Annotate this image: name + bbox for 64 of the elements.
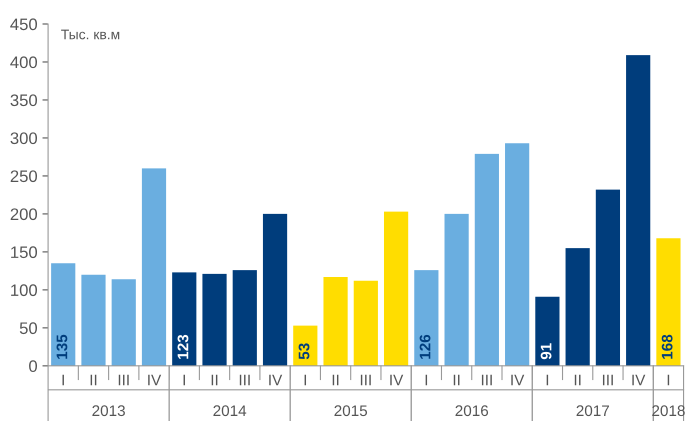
x-tick-label: II <box>454 374 460 386</box>
y-tick-label: 0 <box>29 360 38 372</box>
bar <box>323 276 348 366</box>
bar <box>414 270 438 366</box>
x-tick-label: I <box>62 374 64 386</box>
y-tick-label: 450 <box>10 18 38 30</box>
y-tick-label: 50 <box>20 322 38 334</box>
bar <box>81 274 106 366</box>
x-tick-label: III <box>602 374 613 386</box>
x-tick-label: III <box>360 374 371 386</box>
y-tick-label: 350 <box>10 94 38 106</box>
x-tick-label: IV <box>148 374 162 386</box>
x-tick-label: IV <box>632 374 646 386</box>
y-tick-label: 250 <box>10 170 38 182</box>
x-tick-label: I <box>426 374 428 386</box>
bar <box>444 214 469 366</box>
text: 2017 <box>576 405 610 416</box>
y-tick-label: 400 <box>10 56 38 68</box>
bar <box>172 272 196 366</box>
bar <box>474 154 499 366</box>
bar <box>626 55 650 366</box>
text: 2014 <box>213 405 246 416</box>
bar <box>354 280 378 366</box>
text: 2013 <box>92 405 125 416</box>
y-tick-label: 200 <box>10 208 38 220</box>
data-label: 168 <box>662 334 673 359</box>
x-tick-label: II <box>332 374 338 386</box>
x-tick-label: I <box>668 374 670 386</box>
text: 2015 <box>334 405 368 416</box>
x-tick-label: III <box>118 374 129 386</box>
bar <box>202 274 227 366</box>
text: 2016 <box>456 405 488 416</box>
x-tick-label: II <box>212 374 218 386</box>
y-tick-label: 100 <box>11 284 38 296</box>
bar <box>232 270 257 366</box>
bar <box>51 263 76 366</box>
bar <box>656 238 681 366</box>
data-label: 135 <box>56 334 68 359</box>
data-label: 123 <box>178 334 188 359</box>
data-label: 91 <box>540 343 552 360</box>
bar <box>384 212 408 366</box>
bar <box>505 143 530 366</box>
x-tick-label: I <box>184 374 185 386</box>
x-tick-label: IV <box>511 374 524 386</box>
x-tick-label: IV <box>390 374 404 386</box>
x-tick-label: II <box>90 374 96 386</box>
data-label: 53 <box>298 343 310 360</box>
bar <box>262 214 288 366</box>
bar <box>535 296 560 366</box>
x-tick-label: III <box>482 374 492 386</box>
x-tick-label: I <box>546 374 548 386</box>
bar <box>142 168 166 366</box>
x-tick-label: III <box>240 374 250 386</box>
x-tick-label: II <box>574 374 580 386</box>
bar <box>596 190 620 366</box>
bar <box>112 279 136 366</box>
y-tick-label: 300 <box>10 132 38 144</box>
bar <box>293 326 318 366</box>
y-axis-title: Тыс. кв.м <box>61 30 120 40</box>
y-tick-label: 150 <box>11 246 38 258</box>
data-label: 126 <box>420 334 430 359</box>
x-tick-label: IV <box>269 374 282 386</box>
bar <box>566 248 590 366</box>
x-tick-label: I <box>304 374 306 386</box>
